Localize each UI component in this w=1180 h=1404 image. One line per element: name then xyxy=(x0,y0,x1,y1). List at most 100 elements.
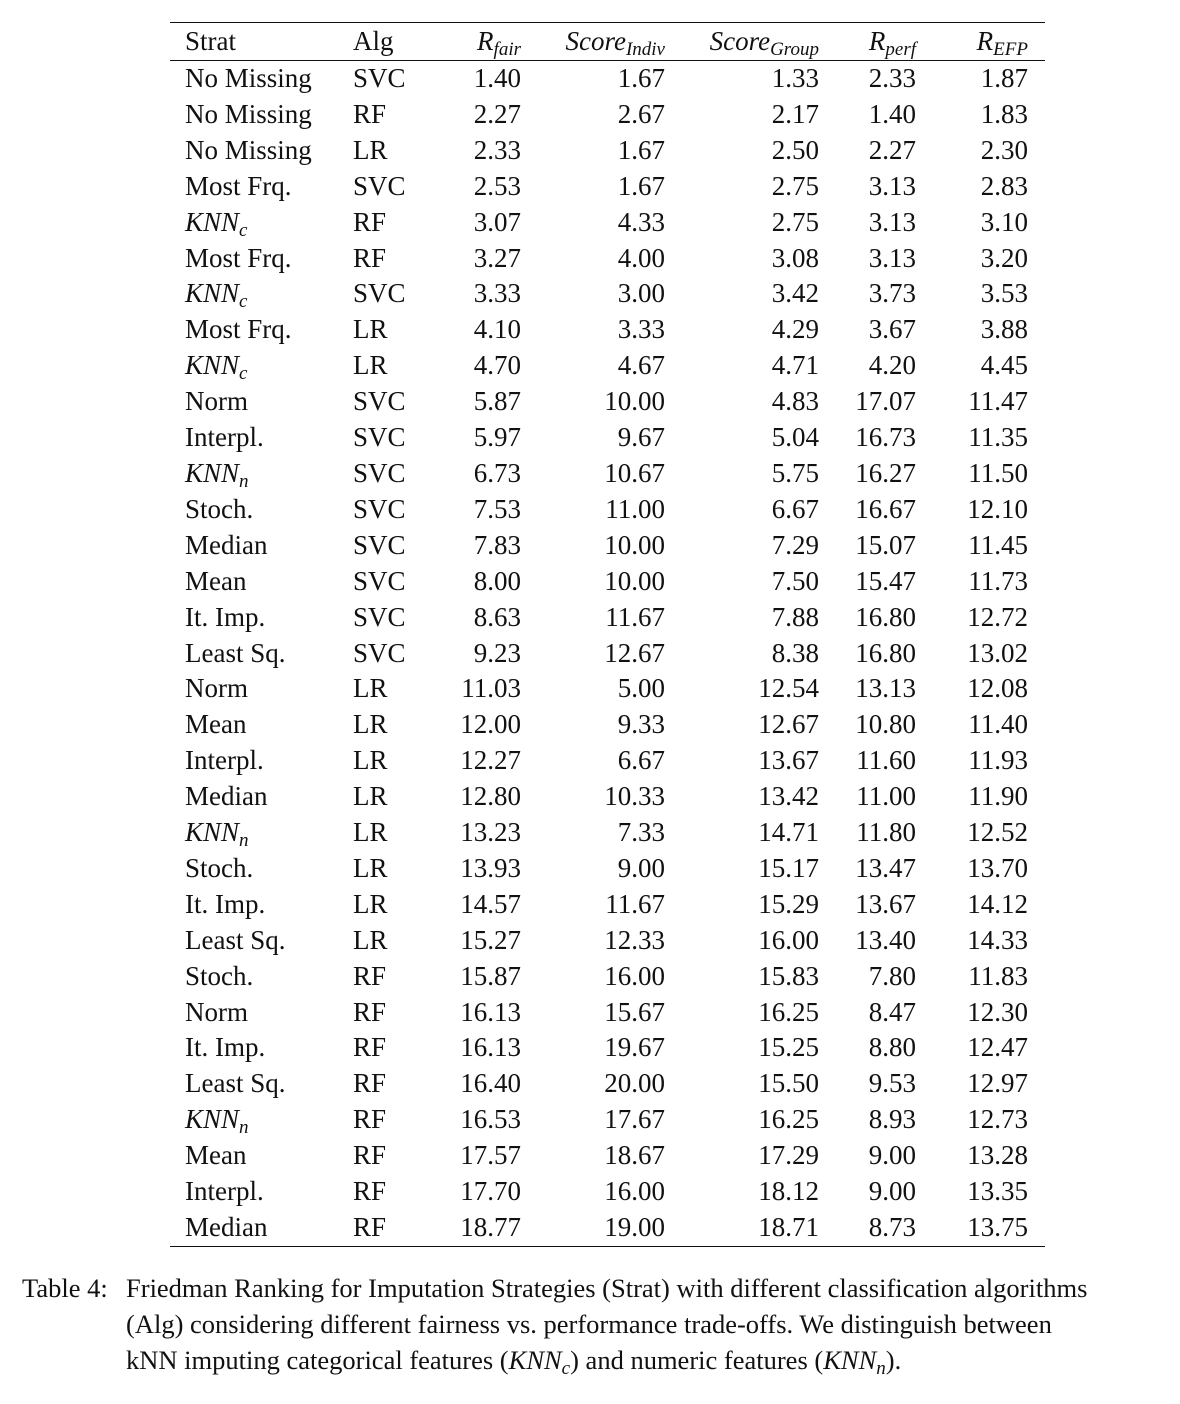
cell-rperf: 7.80 xyxy=(868,960,916,991)
table-row: Stoch. SVC 7.53 11.00 6.67 16.67 12.10 xyxy=(170,492,1045,528)
cell-rperf: 15.07 xyxy=(855,529,916,560)
cell-rfair: 16.40 xyxy=(460,1068,521,1099)
cell-refp: 1.83 xyxy=(980,98,1028,129)
cell-alg: LR xyxy=(353,709,388,740)
cell-score-indiv: 17.67 xyxy=(604,1104,665,1135)
cell-strat: Mean xyxy=(185,709,247,740)
cell-score-group: 5.75 xyxy=(771,457,819,488)
cell-strat: It. Imp. xyxy=(185,601,266,632)
caption-line-3b: ) and numeric features ( xyxy=(570,1345,824,1375)
cell-rfair: 8.63 xyxy=(473,601,521,632)
cell-score-group: 5.04 xyxy=(771,422,819,453)
caption-line-3a: kNN imputing categorical features ( xyxy=(126,1345,509,1375)
strat-knn-base: KNN xyxy=(185,817,240,848)
cell-refp: 11.93 xyxy=(968,745,1028,776)
cell-alg: RF xyxy=(353,1140,387,1171)
cell-rperf: 10.80 xyxy=(855,709,916,740)
cell-strat: Interpl. xyxy=(185,422,264,453)
caption-line-2: (Alg) considering different fairness vs.… xyxy=(126,1309,1052,1339)
ranking-table-container: Strat Alg Rfair ScoreIndiv ScoreGroup Rp… xyxy=(170,22,1045,1247)
table-row: No Missing SVC 1.40 1.67 1.33 2.33 1.87 xyxy=(170,61,1045,97)
table-row: Mean SVC 8.00 10.00 7.50 15.47 11.73 xyxy=(170,564,1045,600)
cell-alg: RF xyxy=(353,1032,387,1063)
cell-alg: SVC xyxy=(353,170,406,201)
cell-rfair: 7.53 xyxy=(473,493,521,524)
cell-score-indiv: 10.67 xyxy=(604,457,665,488)
cell-rfair: 15.27 xyxy=(460,924,521,955)
cell-score-group: 17.29 xyxy=(758,1140,819,1171)
cell-rperf: 2.33 xyxy=(868,63,916,93)
cell-score-group: 4.83 xyxy=(771,386,819,417)
cell-score-indiv: 10.00 xyxy=(604,386,665,417)
cell-rfair: 12.27 xyxy=(460,745,521,776)
table-row: Interpl. SVC 5.97 9.67 5.04 16.73 11.35 xyxy=(170,420,1045,456)
cell-alg: LR xyxy=(353,134,388,165)
cell-refp: 13.02 xyxy=(967,637,1028,668)
cell-score-group: 15.83 xyxy=(758,960,819,991)
cell-rfair: 9.23 xyxy=(473,637,521,668)
cell-score-group: 16.25 xyxy=(758,996,819,1027)
cell-score-group: 7.88 xyxy=(771,601,819,632)
table-row: KNNc LR 4.70 4.67 4.71 4.20 4.45 xyxy=(170,348,1045,384)
cell-rperf: 8.93 xyxy=(868,1104,916,1135)
cell-rperf: 8.80 xyxy=(868,1032,916,1063)
table-header: Strat Alg Rfair ScoreIndiv ScoreGroup Rp… xyxy=(170,22,1045,61)
table-row: Interpl. RF 17.70 16.00 18.12 9.00 13.35 xyxy=(170,1174,1045,1210)
table-row: KNNc RF 3.07 4.33 2.75 3.13 3.10 xyxy=(170,205,1045,241)
caption-line-1: Friedman Ranking for Imputation Strategi… xyxy=(126,1273,1088,1303)
cell-strat: Mean xyxy=(185,1140,247,1171)
cell-rfair: 2.33 xyxy=(473,134,521,165)
cell-score-indiv: 3.00 xyxy=(617,278,665,309)
cell-score-indiv: 16.00 xyxy=(604,1176,665,1207)
cell-strat: Least Sq. xyxy=(185,1068,286,1099)
cell-strat: Stoch. xyxy=(185,960,254,991)
cell-strat: Stoch. xyxy=(185,852,254,883)
strat-knn-base: KNN xyxy=(185,350,240,381)
cell-strat: KNNc xyxy=(170,276,353,312)
strat-knn-sub: n xyxy=(239,470,249,492)
cell-refp: 1.87 xyxy=(980,63,1028,93)
cell-refp: 12.73 xyxy=(967,1104,1028,1135)
cell-alg: RF xyxy=(353,1212,387,1242)
cell-score-indiv: 4.33 xyxy=(617,206,665,237)
cell-rperf: 13.40 xyxy=(855,924,916,955)
cell-score-group: 3.08 xyxy=(771,242,819,273)
cell-score-indiv: 12.33 xyxy=(604,924,665,955)
cell-score-indiv: 15.67 xyxy=(604,996,665,1027)
cell-refp: 13.70 xyxy=(967,852,1028,883)
table-row: Norm SVC 5.87 10.00 4.83 17.07 11.47 xyxy=(170,384,1045,420)
header-rfair-base: R xyxy=(477,26,494,56)
cell-rfair: 5.87 xyxy=(473,386,521,417)
cell-strat: It. Imp. xyxy=(185,1032,266,1063)
cell-score-group: 7.29 xyxy=(771,529,819,560)
cell-score-indiv: 20.00 xyxy=(604,1068,665,1099)
cell-strat: Interpl. xyxy=(185,1176,264,1207)
cell-score-indiv: 10.33 xyxy=(604,781,665,812)
cell-strat: No Missing xyxy=(185,63,312,93)
cell-alg: RF xyxy=(353,242,387,273)
cell-rperf: 16.73 xyxy=(855,422,916,453)
table-row: Most Frq. LR 4.10 3.33 4.29 3.67 3.88 xyxy=(170,312,1045,348)
header-rfair: Rfair xyxy=(431,23,521,61)
cell-rperf: 3.73 xyxy=(868,278,916,309)
header-rperf-base: R xyxy=(868,26,886,56)
strat-knn-base: KNN xyxy=(185,457,240,488)
header-refp-base: R xyxy=(976,26,994,56)
cell-rfair: 17.57 xyxy=(460,1140,521,1171)
cell-score-group: 4.29 xyxy=(771,314,819,345)
cell-score-indiv: 10.00 xyxy=(604,529,665,560)
cell-score-group: 13.42 xyxy=(758,781,819,812)
cell-score-indiv: 9.00 xyxy=(617,852,665,883)
cell-strat: Median xyxy=(185,1212,268,1242)
cell-score-group: 15.29 xyxy=(758,888,819,919)
cell-alg: RF xyxy=(353,1176,387,1207)
table-row: Least Sq. SVC 9.23 12.67 8.38 16.80 13.02 xyxy=(170,636,1045,672)
cell-rperf: 16.80 xyxy=(855,637,916,668)
cell-rperf: 3.13 xyxy=(868,242,916,273)
header-score-indiv: ScoreIndiv xyxy=(521,23,665,61)
cell-score-indiv: 11.00 xyxy=(605,493,665,524)
cell-score-indiv: 1.67 xyxy=(617,134,665,165)
cell-rperf: 9.00 xyxy=(868,1140,916,1171)
cell-rfair: 8.00 xyxy=(473,565,521,596)
cell-rfair: 12.80 xyxy=(460,781,521,812)
